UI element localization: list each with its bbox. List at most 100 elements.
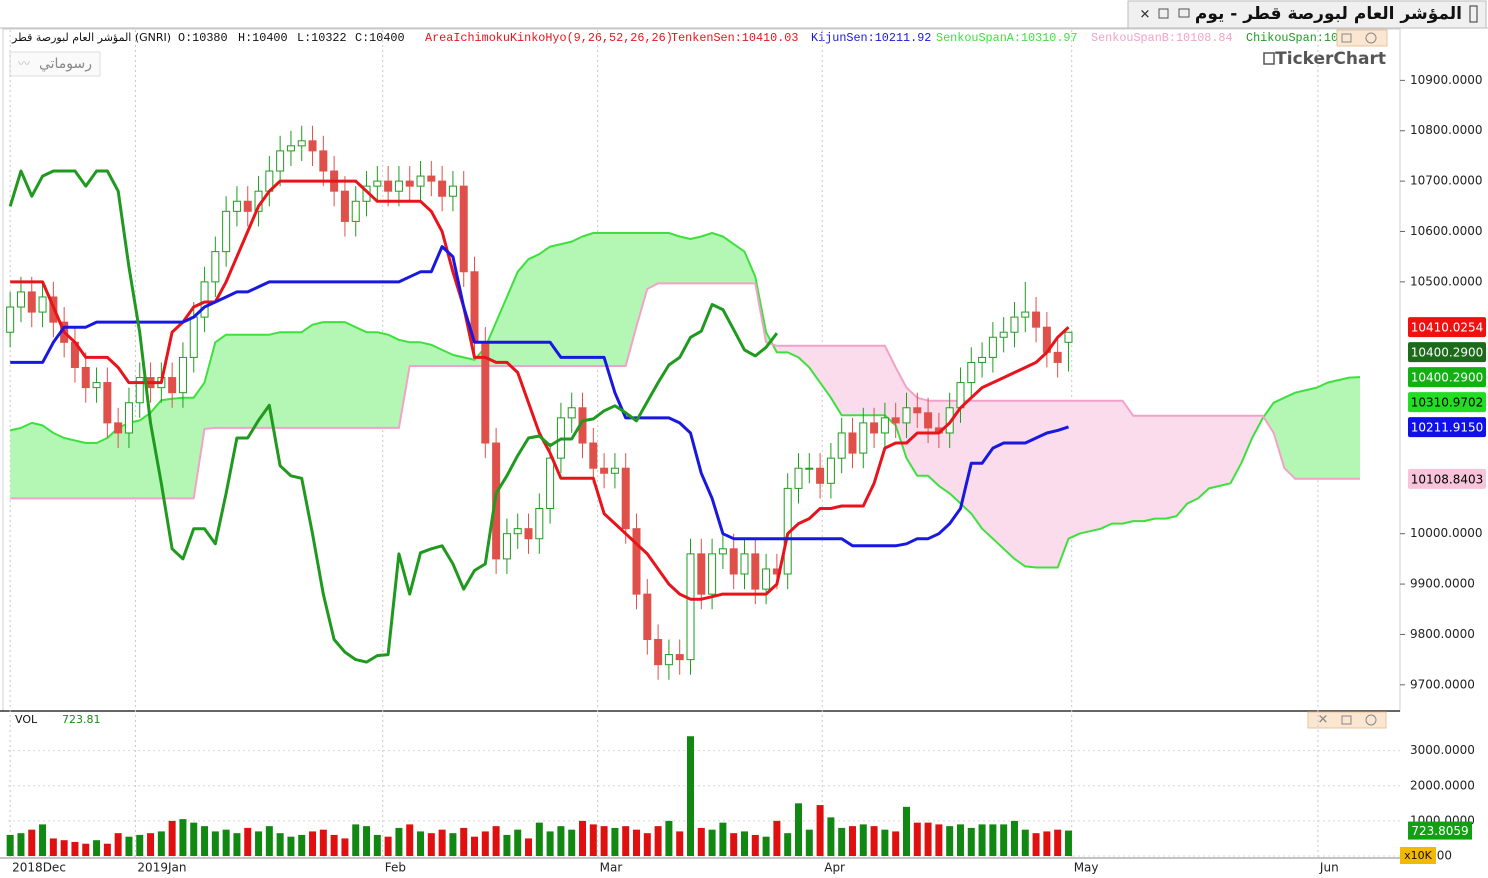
candle-body [103,382,112,424]
volume-bar [1032,833,1040,856]
volume-bar [341,838,349,856]
x-tick-label: 2018Dec [12,861,66,875]
candle-body [427,175,436,182]
volume-bar [309,831,317,856]
candle-body [448,185,457,197]
volume-bar [201,826,209,856]
candle-body [924,412,933,429]
volume-bar [956,824,964,856]
volume-current: 723.81 [62,713,101,726]
volume-bar [136,834,144,856]
volume-settings-button[interactable] [1365,714,1377,726]
candle-body [729,548,738,575]
volume-bar [719,822,727,856]
candle-body [891,417,900,424]
logo: TickerChart [1275,49,1386,69]
chart-title: المؤشر العام لبورصة قطر - يوم [1195,4,1462,24]
volume-bar [794,803,802,856]
candle-body [805,467,814,470]
candle-body [740,553,749,575]
volume-bar [395,827,403,856]
x-tick-label: Apr [824,861,845,875]
volume-bar [989,824,997,856]
candle-body [643,593,652,640]
y-tick-label: 10500.0000 [1410,274,1483,288]
candle-body [1032,311,1041,328]
candle-body [38,296,47,313]
settings-button[interactable] [1365,32,1377,44]
volume-close-button[interactable]: ✕ [1318,713,1329,728]
cloud-fill-down [10,283,1360,568]
candle-body [632,528,641,595]
candle-body [978,356,987,363]
volume-bar [222,829,230,856]
volume-bar [363,826,371,856]
volume-bar [503,834,511,856]
detach-button[interactable] [1178,8,1190,18]
volume-bar [255,831,263,856]
candle-body [535,508,544,540]
legend-entry: SenkouSpanB:10108.84 [1091,31,1233,45]
volume-bar [384,836,392,856]
volume-panel-buttons[interactable] [1307,711,1387,729]
volume-bar [373,834,381,856]
price-tag [1408,367,1486,388]
candle-body [416,175,425,187]
candle-body [999,331,1008,338]
x-tick-label: Mar [600,861,623,875]
restore-button[interactable] [1158,8,1169,19]
y-tick-label: 3000.0000 [1410,743,1475,757]
series-line [8,169,779,664]
volume-bar [1064,830,1072,856]
ohlc-close: C:10400 [355,31,405,45]
candle-body [610,467,619,474]
price-tag-label: 10400.2900 [1411,371,1484,385]
candle-body [837,432,846,459]
volume-maximize-button[interactable] [1341,715,1352,725]
volume-bar [147,833,155,856]
maximize-button[interactable] [1341,33,1352,43]
candle-body [308,140,317,152]
candle-body [816,467,825,484]
volume-bar [946,826,954,856]
candle-body [373,180,382,187]
candle-body [848,432,857,454]
price-tag-label: 10400.2900 [1411,346,1484,360]
volume-bar [125,836,133,856]
candle-body [513,528,522,535]
panel-buttons[interactable] [1336,29,1388,47]
close-button[interactable]: ✕ [1140,8,1151,23]
drawings-button[interactable] [9,51,101,77]
candle-body [675,654,684,661]
candle-body [340,190,349,222]
volume-bar [654,826,662,856]
candle-body [351,200,360,222]
series-line [10,179,1070,601]
volume-bar [611,827,619,856]
volume-label: VOL [15,713,38,726]
volume-bar [114,833,122,856]
candle-body [1010,316,1019,333]
volume-bar [6,834,14,856]
candle-body [589,442,598,469]
series-line [10,282,1360,500]
series-line [9,232,1361,569]
volume-tag [1408,821,1472,840]
price-tag-label: 10310.9702 [1411,396,1484,410]
candle-body [913,407,922,414]
volume-bar [557,826,565,856]
x-tick-label: May [1074,861,1099,875]
candle-body [654,638,663,666]
y-tick-label: 10800.0000 [1410,123,1483,137]
indicator-name: AreaIchimokuKinkoHyo(9,26,52,26,26) [425,31,673,45]
candle-body [124,402,133,434]
volume-bar [157,831,165,856]
x-tick-label: Feb [385,861,406,875]
price-tag-label: 10108.8403 [1411,472,1484,486]
price-tag [1408,417,1486,438]
volume-bar [978,824,986,856]
candle-body [621,467,630,530]
volume-bar [39,824,47,856]
